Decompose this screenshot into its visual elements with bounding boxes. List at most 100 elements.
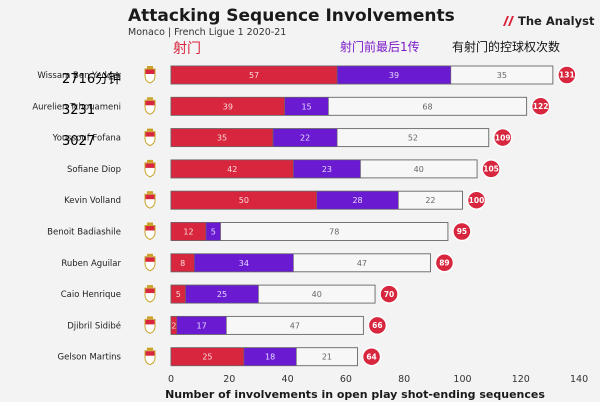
bar-assist-segment [316,190,399,210]
bar-label-assist: 5 [211,228,216,237]
bar-assist-segment [185,284,259,304]
player-name: Kevin Volland [64,196,121,206]
total-value: 122 [533,102,549,111]
bar-label-other: 78 [329,228,339,237]
bar-label-other: 40 [414,165,424,174]
bar-label-assist: 25 [217,290,227,299]
total-value: 70 [384,290,394,299]
bar-assist-segment [284,97,329,116]
club-crest-icon [144,253,156,272]
player-name: Aurelien Tchouameni [32,102,121,112]
player-name: Benoit Badiashile [47,228,121,238]
chart-subtitle: Monaco | French Ligue 1 2020-21 [128,27,287,38]
x-tick-label: 100 [453,374,471,385]
total-badge [557,65,577,85]
player-name: Wissam Ben Yedder [37,71,121,81]
x-tick-label: 60 [340,374,352,385]
bar-assist-segment [176,316,227,335]
bar-assist-segment [272,128,338,147]
total-value: 100 [469,196,485,205]
brand-name: The Analyst [518,14,595,28]
player-name: Djibril Sidibé [67,320,121,331]
club-crest-icon [144,128,156,147]
x-tick-label: 40 [282,374,294,385]
player-name: Caio Henrique [61,290,121,300]
total-value: 109 [495,133,511,142]
bar-label-assist: 22 [300,134,310,143]
bar-label-shot: 50 [239,196,249,205]
total-value: 89 [439,259,449,268]
annotation-minutes-2: 3231 [62,103,96,118]
bar-label-shot: 5 [176,290,181,299]
total-value: 64 [366,352,376,361]
annotation-minutes-3: 3027 [62,134,96,149]
bar-label-assist: 15 [301,102,311,111]
bar-label-other: 40 [312,290,322,299]
bar-label-assist: 23 [322,165,332,174]
total-badge [530,96,551,117]
player-name: Ruben Aguilar [61,259,121,269]
bar-label-other: 22 [425,196,435,205]
bar-label-shot: 57 [249,71,259,80]
total-value: 95 [457,227,467,236]
bar-label-shot: 35 [217,134,227,143]
bar-label-assist: 28 [352,196,362,205]
bar-label-other: 35 [497,71,507,80]
annotation-involvements: 有射门的控球权次数 [452,40,561,54]
club-crest-icon [144,97,156,115]
x-tick-label: 140 [570,374,588,385]
player-name: Gelson Martins [58,353,122,363]
x-tick-label: 120 [512,374,530,385]
bar-label-assist: 18 [265,353,275,362]
total-badge [434,253,455,273]
bar-label-other: 68 [422,102,432,111]
total-value: 131 [559,71,575,80]
x-axis-title: Number of involvements in open play shot… [165,388,545,401]
bar-label-other: 47 [357,259,367,268]
annotation-last-pass: 射门前最后1传 [340,40,420,54]
bar-assist-segment [336,65,452,85]
bar-label-shot: 12 [183,228,193,237]
bar-label-shot: 42 [227,165,237,174]
bar-label-assist: 39 [389,71,399,80]
club-crest-icon [144,159,156,178]
bar-assist-segment [293,159,361,179]
bar-assist-segment [194,253,294,273]
total-badge [452,221,472,242]
bar-label-shot: 25 [202,353,212,362]
bar-label-shot: 2 [171,321,176,330]
bar-label-shot: 8 [180,259,185,268]
club-crest-icon [144,285,156,303]
bar-label-assist: 17 [197,321,207,330]
annotation-shot: 射门 [173,41,201,57]
bar-label-other: 47 [290,321,300,330]
club-crest-icon [144,347,156,366]
bar-assist-segment [243,347,297,367]
x-tick-label: 0 [168,374,174,385]
total-badge [481,159,501,179]
chart-title: Attacking Sequence Involvements [128,6,455,26]
total-badge [492,127,513,148]
x-tick-label: 80 [398,374,410,385]
total-badge [367,315,388,336]
bar-label-other: 52 [408,134,418,143]
annotation-minutes-1: 2716分钟 [62,72,122,87]
club-crest-icon [144,191,156,209]
bar-assist-segment [205,222,221,241]
x-tick-label: 20 [223,374,235,385]
total-badge [379,284,399,304]
total-badge [361,346,382,367]
club-crest-icon [144,222,156,241]
club-crest-icon [144,316,156,334]
brand-logo: The Analyst [503,14,594,28]
club-crest-icon [144,66,156,84]
total-value: 66 [372,321,382,330]
player-name: Sofiane Diop [67,165,121,175]
bar-label-shot: 39 [223,102,233,111]
total-value: 105 [483,165,499,174]
player-name: Youssouf Fofana [52,134,121,144]
bar-label-assist: 34 [239,259,249,268]
analyst-logo-icon [503,16,514,26]
total-badge [466,190,487,210]
